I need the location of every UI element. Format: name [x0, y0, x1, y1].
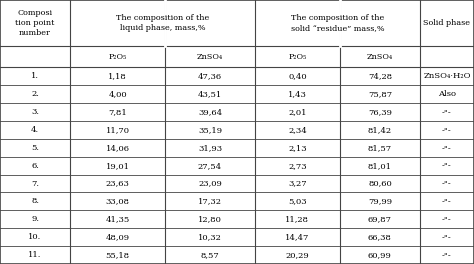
- Text: 8,57: 8,57: [201, 251, 219, 259]
- Text: 17,32: 17,32: [198, 197, 222, 205]
- Text: P₂O₅: P₂O₅: [288, 53, 307, 61]
- Text: 23,63: 23,63: [106, 180, 129, 187]
- Text: 10.: 10.: [28, 233, 42, 241]
- Text: 3.: 3.: [31, 108, 39, 116]
- Text: -"-: -"-: [442, 180, 452, 187]
- Text: 8.: 8.: [31, 197, 39, 205]
- Text: 47,36: 47,36: [198, 72, 222, 80]
- Text: 7,81: 7,81: [108, 108, 127, 116]
- Text: The composition of the
solid “residue” mass,%: The composition of the solid “residue” m…: [291, 14, 384, 32]
- Text: 1,43: 1,43: [288, 90, 307, 98]
- Text: 11,70: 11,70: [106, 126, 129, 134]
- Text: 11.: 11.: [28, 251, 42, 259]
- Text: 5.: 5.: [31, 144, 39, 152]
- Text: 20,29: 20,29: [285, 251, 310, 259]
- Text: 39,64: 39,64: [198, 108, 222, 116]
- Text: ZnSO₄: ZnSO₄: [197, 53, 223, 61]
- Text: P₂O₅: P₂O₅: [109, 53, 127, 61]
- Text: -"-: -"-: [442, 215, 452, 223]
- Text: 9.: 9.: [31, 215, 39, 223]
- Text: 2,73: 2,73: [288, 162, 307, 170]
- Text: 27,54: 27,54: [198, 162, 222, 170]
- Text: 76,39: 76,39: [368, 108, 392, 116]
- Text: 5,03: 5,03: [288, 197, 307, 205]
- Text: 55,18: 55,18: [106, 251, 129, 259]
- Text: -"-: -"-: [442, 251, 452, 259]
- Text: -"-: -"-: [442, 233, 452, 241]
- Text: 11,28: 11,28: [285, 215, 310, 223]
- Text: -"-: -"-: [442, 126, 452, 134]
- Text: The composition of the
liquid phase, mass,%: The composition of the liquid phase, mas…: [116, 14, 209, 32]
- Text: 48,09: 48,09: [106, 233, 129, 241]
- Text: 2,01: 2,01: [288, 108, 307, 116]
- Text: -"-: -"-: [442, 108, 452, 116]
- Text: 14,06: 14,06: [106, 144, 129, 152]
- Text: 2,13: 2,13: [288, 144, 307, 152]
- Text: ZnSO₄·H₂O: ZnSO₄·H₂O: [423, 72, 471, 80]
- Text: 12,80: 12,80: [198, 215, 222, 223]
- Text: -"-: -"-: [442, 197, 452, 205]
- Text: 43,51: 43,51: [198, 90, 222, 98]
- Text: 4,00: 4,00: [108, 90, 127, 98]
- Text: 74,28: 74,28: [368, 72, 392, 80]
- Text: 23,09: 23,09: [198, 180, 222, 187]
- Text: 1,18: 1,18: [108, 72, 127, 80]
- Text: 66,38: 66,38: [368, 233, 392, 241]
- Text: 2,34: 2,34: [288, 126, 307, 134]
- Text: 31,93: 31,93: [198, 144, 222, 152]
- Text: 79,99: 79,99: [368, 197, 392, 205]
- Text: 35,19: 35,19: [198, 126, 222, 134]
- Text: 0,40: 0,40: [288, 72, 307, 80]
- Text: 81,01: 81,01: [368, 162, 392, 170]
- Text: 80,60: 80,60: [368, 180, 392, 187]
- Text: 81,42: 81,42: [368, 126, 392, 134]
- Text: 69,87: 69,87: [368, 215, 392, 223]
- Text: 60,99: 60,99: [368, 251, 392, 259]
- Text: 10,32: 10,32: [198, 233, 222, 241]
- Text: 4.: 4.: [31, 126, 39, 134]
- Text: 6.: 6.: [31, 162, 39, 170]
- Text: -"-: -"-: [442, 144, 452, 152]
- Text: 33,08: 33,08: [106, 197, 129, 205]
- Text: 14,47: 14,47: [285, 233, 310, 241]
- Text: 81,57: 81,57: [368, 144, 392, 152]
- Text: Composi
tion point
number: Composi tion point number: [15, 9, 55, 37]
- Text: 2.: 2.: [31, 90, 39, 98]
- Text: Solid phase: Solid phase: [423, 19, 471, 27]
- Text: 41,35: 41,35: [105, 215, 130, 223]
- Text: 75,87: 75,87: [368, 90, 392, 98]
- Text: 1.: 1.: [31, 72, 39, 80]
- Text: 19,01: 19,01: [106, 162, 129, 170]
- Text: -"-: -"-: [442, 162, 452, 170]
- Text: 7.: 7.: [31, 180, 39, 187]
- Text: 3,27: 3,27: [288, 180, 307, 187]
- Text: ZnSO₄: ZnSO₄: [367, 53, 393, 61]
- Text: Also: Also: [438, 90, 456, 98]
